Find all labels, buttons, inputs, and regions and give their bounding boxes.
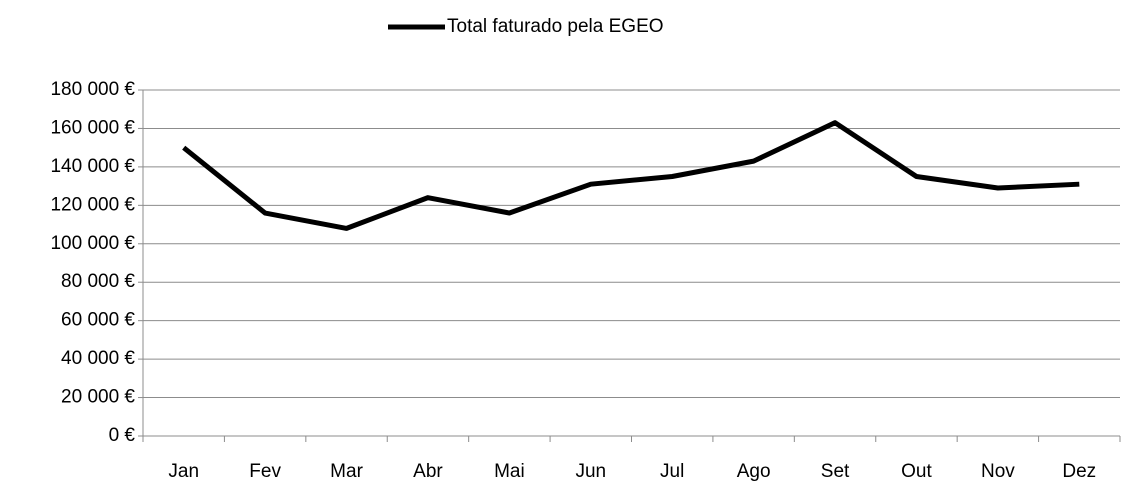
y-tick-label: 0 € [109,425,136,446]
data-line [182,120,1080,231]
x-tick-label: Mai [494,461,525,482]
x-tick-label: Nov [981,461,1015,482]
y-tick-label: 140 000 € [50,156,135,177]
legend-label: Total faturado pela EGEO [447,16,664,37]
x-tick-label: Jul [660,461,684,482]
y-tick-label: 80 000 € [61,271,135,292]
x-tick-label: Set [821,461,850,482]
y-tick-label: 20 000 € [61,387,135,408]
x-tick-label: Mar [330,461,363,482]
y-tick-label: 60 000 € [61,310,135,331]
x-tick-label: Jan [168,461,199,482]
x-tick-label: Dez [1062,461,1096,482]
x-tick-label: Out [901,461,932,482]
y-tick-label: 180 000 € [50,79,135,100]
y-tick-label: 160 000 € [50,117,135,138]
y-tick-label: 120 000 € [50,194,135,215]
x-tick-label: Abr [413,461,443,482]
x-tick-label: Jun [575,461,606,482]
y-tick-label: 100 000 € [50,233,135,254]
x-tick-label: Fev [249,461,281,482]
x-tick-label: Ago [737,461,771,482]
y-tick-label: 40 000 € [61,348,135,369]
